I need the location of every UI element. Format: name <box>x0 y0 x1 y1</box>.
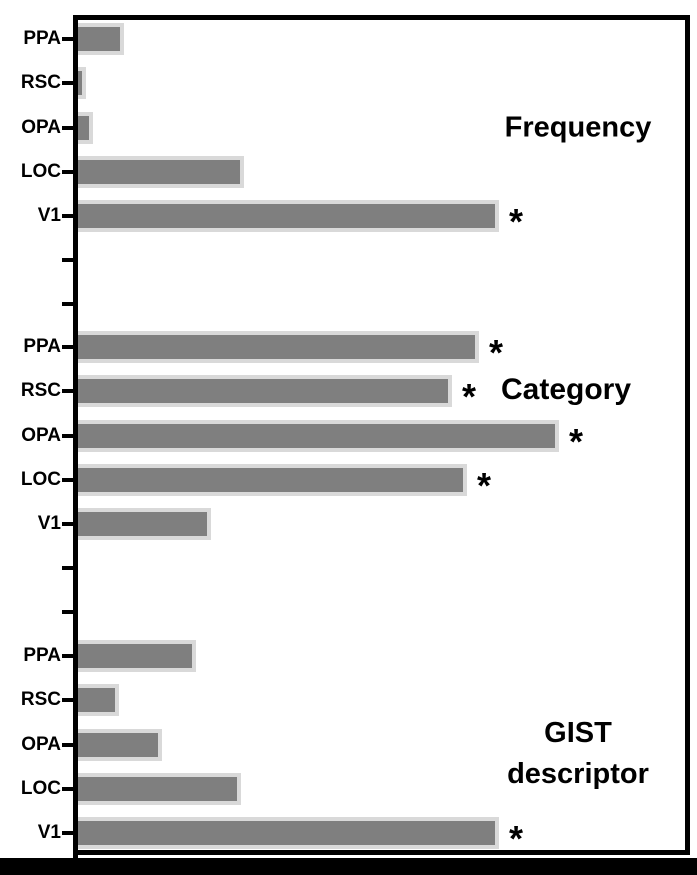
axis-tick <box>62 831 74 835</box>
axis-tick <box>62 433 74 438</box>
axis-tick <box>62 477 74 482</box>
axis-tick <box>62 786 74 791</box>
bar <box>78 111 93 144</box>
bar <box>78 463 467 496</box>
axis-tick-label: PPA <box>23 336 61 357</box>
bar <box>78 684 119 717</box>
axis-minor-tick <box>62 258 74 262</box>
significance-asterisk: * <box>477 464 492 506</box>
axis-minor-tick <box>62 302 74 306</box>
axis-tick <box>62 169 74 174</box>
group-label-frequency: Frequency <box>504 111 652 144</box>
axis-tick <box>62 81 74 86</box>
bar <box>78 419 559 452</box>
significance-asterisk: * <box>509 201 524 242</box>
axis-tick-label: PPA <box>23 645 61 666</box>
axis-tick <box>62 742 74 747</box>
axis-minor-tick <box>62 566 74 570</box>
plot-frame <box>73 15 690 855</box>
bar <box>78 375 452 408</box>
group-label-gist-line2: descriptor <box>507 758 649 790</box>
bar <box>78 155 244 188</box>
axis-tick <box>62 37 74 41</box>
axis-tick-label: OPA <box>21 116 61 138</box>
axis-tick-label: V1 <box>37 822 61 843</box>
axis-tick <box>62 654 74 658</box>
significance-asterisk: * <box>569 420 584 462</box>
axis-tick-label: LOC <box>20 777 61 799</box>
bar <box>78 640 196 672</box>
bar <box>78 67 86 100</box>
axis-tick-label: LOC <box>20 468 61 490</box>
axis-tick-label: RSC <box>20 380 61 402</box>
group-label-gist-descriptor: GIST descriptor <box>468 713 688 795</box>
bar <box>78 728 162 761</box>
axis-tick <box>62 125 74 130</box>
bottom-black-strip <box>0 858 697 875</box>
bar <box>78 508 211 540</box>
significance-asterisk: * <box>489 332 504 373</box>
axis-tick <box>62 389 74 394</box>
axis-tick-label: RSC <box>20 689 61 711</box>
axis-minor-tick <box>62 610 74 614</box>
axis-tick <box>62 214 74 218</box>
bar <box>78 772 241 805</box>
significance-asterisk: * <box>509 818 524 859</box>
axis-tick-label: OPA <box>21 424 61 446</box>
group-label-gist-line1: GIST <box>544 717 612 749</box>
bar <box>78 817 499 849</box>
axis-tick-label: PPA <box>23 28 61 49</box>
group-label-category: Category <box>500 373 632 406</box>
bar <box>78 200 499 232</box>
axis-tick-label: OPA <box>21 733 61 755</box>
axis-tick <box>62 345 74 349</box>
axis-tick <box>62 698 74 703</box>
axis-tick-label: V1 <box>37 513 61 534</box>
axis-tick <box>62 522 74 526</box>
bar <box>78 331 479 363</box>
significance-asterisk: * <box>462 376 477 418</box>
bar <box>78 23 124 55</box>
axis-tick-label: LOC <box>20 160 61 182</box>
axis-tick-label: V1 <box>37 205 61 226</box>
axis-tick-label: RSC <box>20 72 61 94</box>
